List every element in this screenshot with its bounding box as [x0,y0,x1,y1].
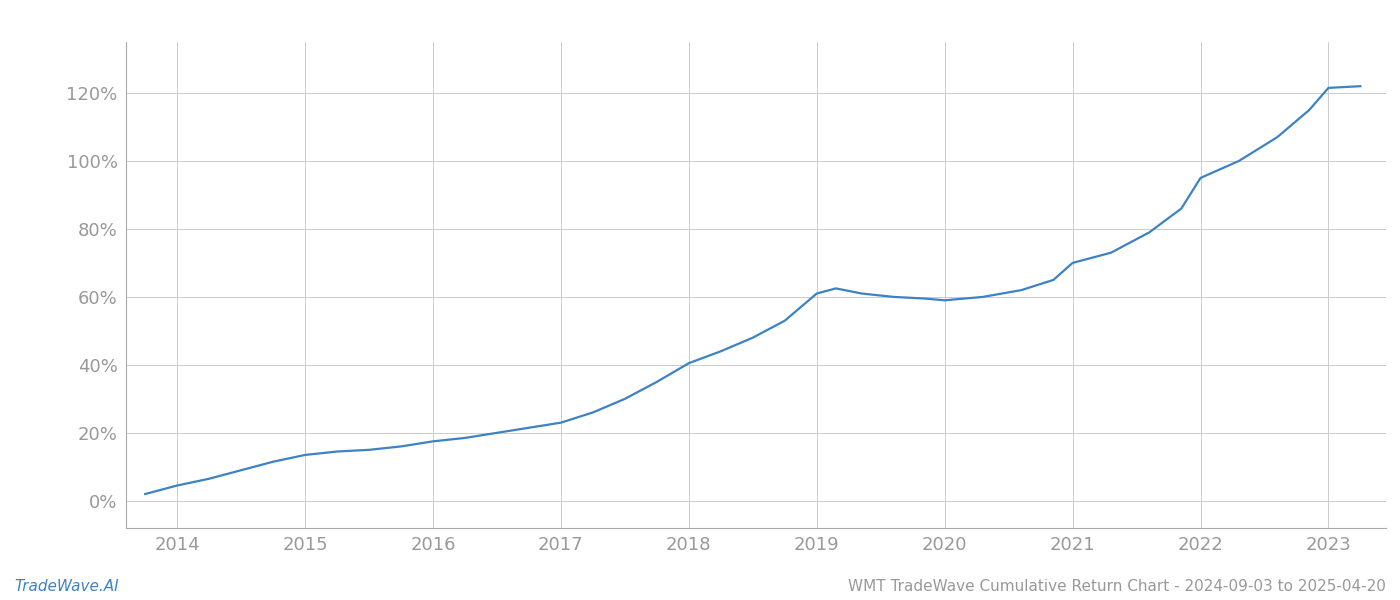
Text: TradeWave.AI: TradeWave.AI [14,579,119,594]
Text: WMT TradeWave Cumulative Return Chart - 2024-09-03 to 2025-04-20: WMT TradeWave Cumulative Return Chart - … [848,579,1386,594]
